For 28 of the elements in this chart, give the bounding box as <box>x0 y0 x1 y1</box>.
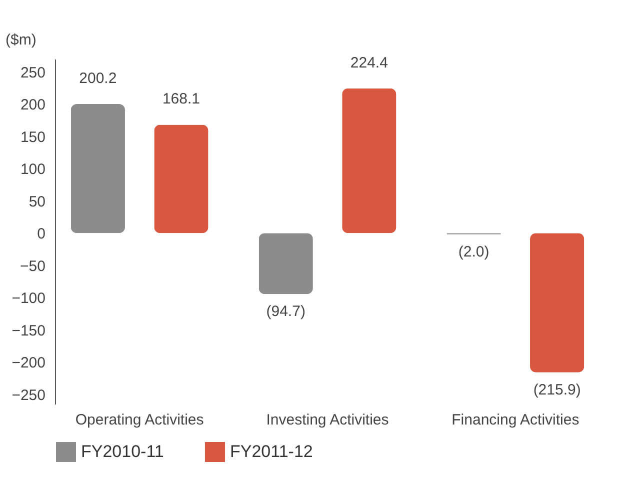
data-label: 200.2 <box>79 70 117 88</box>
data-label: (94.7) <box>266 303 306 320</box>
legend-label: FY2010-11 <box>81 442 164 461</box>
y-tick-label: −150 <box>12 322 46 340</box>
x-tick-label: Operating Activities <box>75 412 204 428</box>
data-label: (215.9) <box>533 381 581 398</box>
bar <box>70 104 125 234</box>
y-tick-label: 50 <box>28 193 46 210</box>
y-tick-label: 0 <box>37 226 46 243</box>
y-tick-label: 150 <box>20 128 46 146</box>
data-label: (2.0) <box>458 243 490 260</box>
bar <box>258 233 313 294</box>
y-tick-label: −50 <box>20 258 46 275</box>
bar <box>530 233 584 372</box>
data-label: 224.4 <box>350 54 388 72</box>
x-tick-label: Investing Activities <box>266 412 389 428</box>
y-tick-label: −100 <box>12 290 46 308</box>
y-tick-label: 200 <box>20 96 46 114</box>
y-tick-label: −250 <box>12 386 46 404</box>
y-tick-label: 250 <box>20 64 46 82</box>
y-axis-title: ($m) <box>6 32 36 48</box>
data-label: 168.1 <box>162 90 200 108</box>
legend-label: FY2011-12 <box>230 442 313 461</box>
bar <box>342 88 396 234</box>
y-tick-label: −200 <box>12 354 46 372</box>
bar <box>154 124 208 234</box>
y-tick-label: 100 <box>20 161 46 178</box>
x-tick-label: Financing Activities <box>452 412 580 428</box>
